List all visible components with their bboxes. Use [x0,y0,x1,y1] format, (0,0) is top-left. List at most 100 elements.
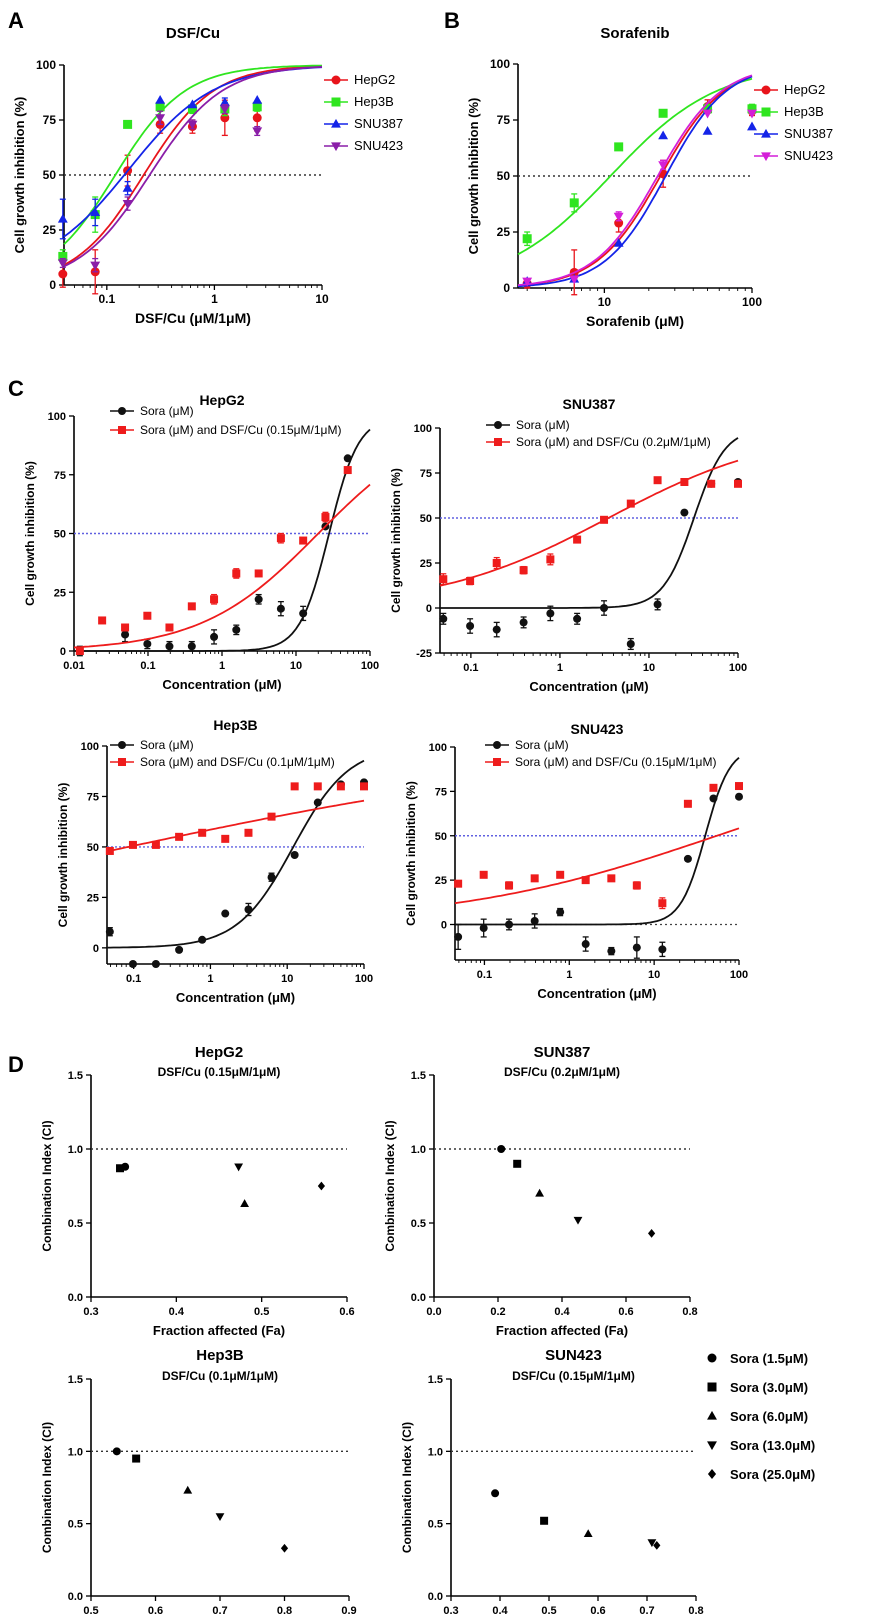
ci-legend-marker [707,1469,717,1479]
data-point [187,99,198,109]
x-tick-label: 100 [729,662,747,674]
ci-point [573,1216,583,1225]
data-point [210,632,219,641]
legend-label: Hep3B [354,94,394,109]
legend-label: SNU423 [784,148,833,163]
chart-D1: HepG2 DSF/Cu (0.15μM/1μM) 0.0 0.5 1.0 1.5 0.3 0… [40,1044,355,1338]
fit-curve [440,437,739,609]
data-point [143,611,152,620]
data-point [244,828,253,837]
y-tick-label: 25 [435,875,447,887]
x-tick-label: 0.5 [83,1605,98,1617]
x-axis-label: Concentration (μM) [529,679,648,694]
data-point [519,566,528,575]
data-point [613,238,624,247]
data-point [336,782,345,791]
data-point [313,782,322,791]
ci-point [653,1540,661,1550]
data-point [313,798,322,807]
y-axis-label: Combination Index (CI) [40,1120,54,1251]
data-point [98,616,107,625]
data-point [569,275,580,285]
data-point [221,909,230,918]
data-point [75,647,84,655]
data-point [556,870,565,879]
x-tick-label: 1 [211,292,218,306]
ci-point [491,1489,500,1498]
x-tick-label: 10 [290,660,302,672]
chart-A: DSF/Cu 0 25 50 75 100 0.1 1 10 DSF/Cu (μM/1μM) Cel… [12,25,403,326]
legend-marker [761,152,771,162]
legend-label: HepG2 [784,82,825,97]
x-tick-label: 10 [281,973,293,985]
y-tick-label: 50 [87,842,99,854]
x-tick-label: 0.4 [492,1605,508,1617]
panel-letter-d: D [8,1052,24,1077]
data-point [122,200,133,209]
x-tick-label: 0.1 [126,973,141,985]
y-tick-label: 0.0 [428,1591,443,1603]
series-SNU423 [57,65,323,273]
data-point [530,874,539,883]
x-tick-label: 100 [742,295,762,309]
series-Sora (μM) and DSF/Cu (0.15μM/1μM) [454,782,743,910]
panel-letter-a: A [8,8,24,33]
legend-label: HepG2 [354,72,395,87]
ci-point [215,1513,225,1522]
ci-point [116,1164,125,1173]
data-point [175,832,184,841]
legend-label: Hep3B [784,104,824,119]
legend-label: Sora (μM) and DSF/Cu (0.15μM/1μM) [515,755,716,769]
x-tick-label: 0.1 [463,662,478,674]
panel-letter-c: C [8,376,24,401]
data-point [626,640,635,648]
data-point [187,120,198,130]
data-point [734,479,742,488]
ci-legend: Sora (1.5μM) Sora (3.0μM) Sora (6.0μM) Sora… [707,1351,815,1482]
data-point [614,142,624,152]
data-point [573,535,582,544]
data-point [187,602,196,611]
legend-label: Sora (μM) [140,404,194,418]
data-point [505,920,514,929]
data-point [90,261,101,271]
data-point [276,604,285,613]
x-tick-label: 100 [355,973,373,985]
data-point [702,126,713,135]
x-tick-label: 0.6 [618,1306,633,1318]
ci-point [317,1181,325,1191]
data-point [151,840,160,849]
data-point [735,792,743,801]
data-point [221,834,230,843]
ci-point [280,1543,289,1553]
y-tick-label: 0 [49,278,56,292]
data-point [653,476,662,485]
y-tick-label: 0.0 [411,1292,426,1304]
chart-C1: HepG2 0 25 50 75 100 0.01 0.1 1 10 100 Concentratio… [23,392,379,692]
data-point [198,935,207,944]
y-tick-label: 50 [54,529,66,541]
data-point [321,513,330,522]
data-point [658,899,667,908]
data-point [299,536,308,545]
data-point [121,630,130,639]
y-tick-label: 25 [54,587,66,599]
data-point [244,905,253,914]
y-tick-label: 1.5 [428,1374,443,1386]
legend-marker [331,75,341,85]
legend-label: Sora (μM) [515,738,569,752]
fit-curve [73,483,371,649]
data-point [151,960,160,968]
data-point [128,960,137,968]
ci-legend-label: Sora (25.0μM) [730,1467,815,1482]
data-point [479,870,488,879]
chart-subtitle: DSF/Cu (0.15μM/1μM) [512,1369,635,1383]
y-tick-label: 1.5 [68,1374,83,1386]
chart-subtitle: DSF/Cu (0.2μM/1μM) [504,1065,620,1079]
ci-legend-marker [707,1410,717,1420]
y-tick-label: 100 [81,741,99,753]
ci-legend-label: Sora (13.0μM) [730,1438,815,1453]
data-point [290,851,299,859]
chart-subtitle: DSF/Cu (0.1μM/1μM) [162,1369,278,1383]
y-tick-label: 100 [48,411,66,423]
